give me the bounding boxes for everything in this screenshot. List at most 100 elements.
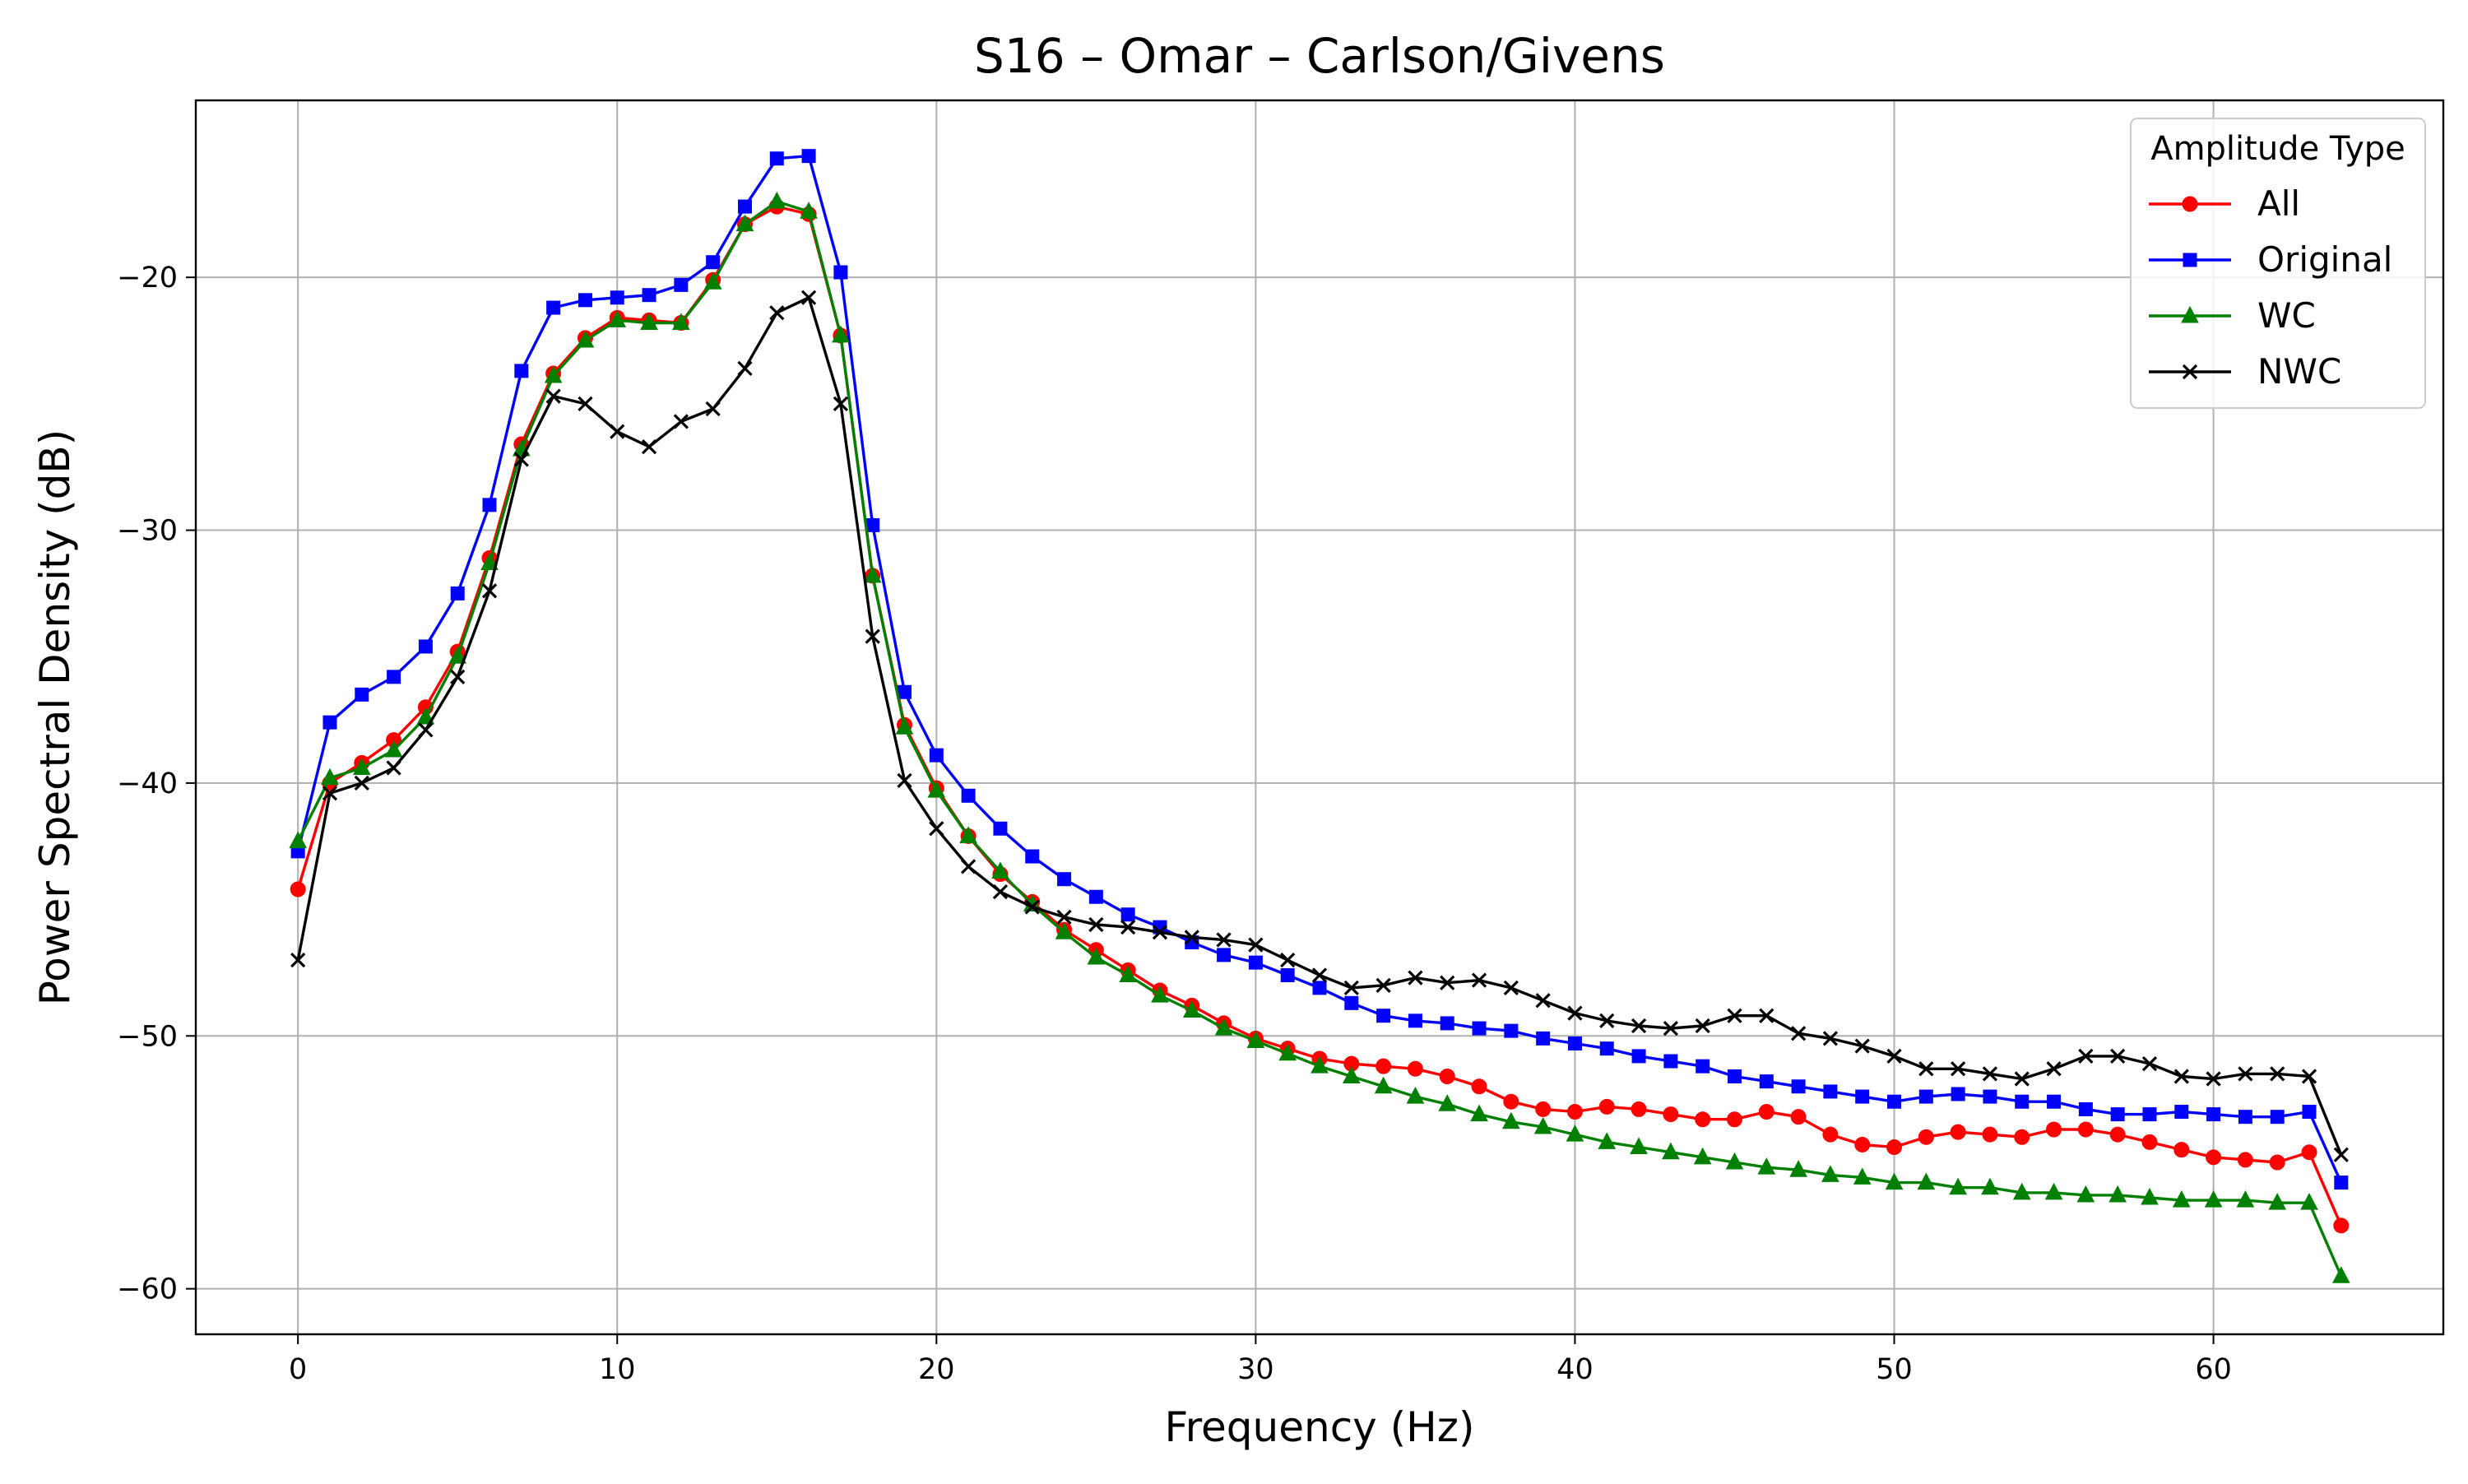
data-point-all (1758, 1104, 1774, 1120)
data-point-original (1791, 1079, 1806, 1094)
data-point-original (1599, 1041, 1614, 1056)
data-point-original (1217, 948, 1232, 962)
data-point-wc (1214, 1018, 1233, 1036)
data-point-original (929, 748, 944, 763)
data-point-nwc (1471, 972, 1487, 988)
data-point-nwc (1311, 967, 1328, 983)
data-point-all (2109, 1126, 2126, 1143)
data-point-original (610, 290, 624, 305)
data-point-nwc (1886, 1048, 1902, 1064)
data-point-nwc (354, 775, 369, 791)
legend-marker-wc (2181, 305, 2199, 323)
legend-label-wc: WC (2257, 295, 2316, 336)
data-point-original (1536, 1031, 1551, 1046)
series-wc (289, 191, 2350, 1283)
data-point-all (1663, 1106, 1679, 1123)
data-point-all (1439, 1068, 1455, 1084)
data-point-wc (2012, 1182, 2031, 1200)
data-point-nwc (1918, 1061, 1934, 1077)
data-point-original (833, 265, 848, 280)
data-point-original (961, 788, 976, 803)
data-point-all (2237, 1152, 2253, 1168)
data-point-all (2014, 1129, 2030, 1145)
data-point-wc (1470, 1104, 1488, 1122)
data-point-nwc (1120, 919, 1136, 935)
data-point-nwc (1343, 980, 1359, 996)
data-point-all (1695, 1111, 1711, 1128)
data-point-wc (2044, 1182, 2063, 1200)
data-point-all (1950, 1124, 1966, 1140)
data-point-nwc (1280, 952, 1296, 968)
data-point-nwc (1951, 1061, 1966, 1077)
legend-label-nwc: NWC (2257, 351, 2341, 392)
data-point-original (1567, 1036, 1582, 1051)
data-point-nwc (1056, 909, 1072, 925)
data-point-original (1696, 1059, 1710, 1074)
data-point-wc (1246, 1031, 1265, 1048)
data-point-all (2301, 1144, 2317, 1161)
data-point-wc (1055, 922, 1074, 939)
data-point-nwc (2014, 1071, 2030, 1087)
data-point-original (2334, 1176, 2349, 1190)
y-axis-label: Power Spectral Density (dB) (31, 429, 79, 1005)
data-point-nwc (2110, 1048, 2126, 1064)
data-point-wc (2076, 1185, 2095, 1203)
data-point-nwc (800, 290, 817, 305)
data-point-all (1566, 1104, 1583, 1120)
chart-title: S16 – Omar – Carlson/Givens (974, 28, 1665, 84)
data-point-wc (1917, 1172, 1936, 1190)
data-point-original (322, 715, 337, 730)
data-point-all (2141, 1134, 2158, 1150)
data-point-wc (1119, 965, 1137, 983)
data-point-wc (2141, 1187, 2159, 1205)
data-point-wc (1598, 1132, 1617, 1149)
data-point-nwc (1535, 993, 1551, 1009)
data-point-nwc (1184, 930, 1199, 945)
data-point-all (1822, 1126, 1839, 1143)
data-point-original (674, 277, 689, 292)
data-point-all (1982, 1126, 1998, 1143)
data-point-wc (927, 781, 946, 798)
data-point-wc (1406, 1086, 1425, 1104)
data-point-nwc (386, 760, 401, 776)
data-point-original (1983, 1089, 1997, 1104)
data-point-nwc (1216, 932, 1232, 948)
data-point-original (578, 293, 592, 308)
data-point-nwc (513, 452, 529, 467)
data-point-nwc (2270, 1066, 2285, 1082)
data-point-original (993, 821, 1008, 836)
data-point-original (706, 255, 721, 270)
legend: Amplitude Type All Original WC NWC (2130, 118, 2426, 409)
data-point-original (1631, 1049, 1646, 1064)
x-tick-label: 30 (1237, 1353, 1274, 1386)
data-point-nwc (897, 772, 912, 788)
data-point-original (1025, 849, 1040, 864)
data-point-nwc (290, 952, 306, 968)
data-point-all (1918, 1129, 1934, 1145)
legend-marker-nwc (2182, 364, 2198, 380)
data-point-original (1280, 968, 1295, 983)
data-point-wc (959, 826, 977, 843)
data-point-wc (703, 272, 722, 290)
data-point-original (1663, 1054, 1678, 1069)
data-point-wc (1151, 985, 1169, 1003)
data-point-wc (1981, 1177, 1999, 1195)
series-nwc (290, 290, 2349, 1162)
data-point-wc (352, 758, 371, 775)
data-point-wc (895, 717, 914, 735)
data-point-nwc (705, 401, 721, 417)
series-original (290, 149, 2349, 1190)
data-point-original (450, 586, 465, 601)
data-point-nwc (1631, 1018, 1647, 1034)
data-point-wc (448, 647, 467, 664)
legend-entry-nwc: NWC (2149, 351, 2341, 392)
data-point-wc (735, 214, 754, 232)
data-point-nwc (2078, 1048, 2094, 1064)
data-point-original (2078, 1101, 2093, 1116)
data-point-wc (1533, 1116, 1552, 1134)
data-point-wc (2204, 1190, 2223, 1208)
x-tick-label: 50 (1876, 1353, 1913, 1386)
data-point-wc (2268, 1193, 2287, 1210)
